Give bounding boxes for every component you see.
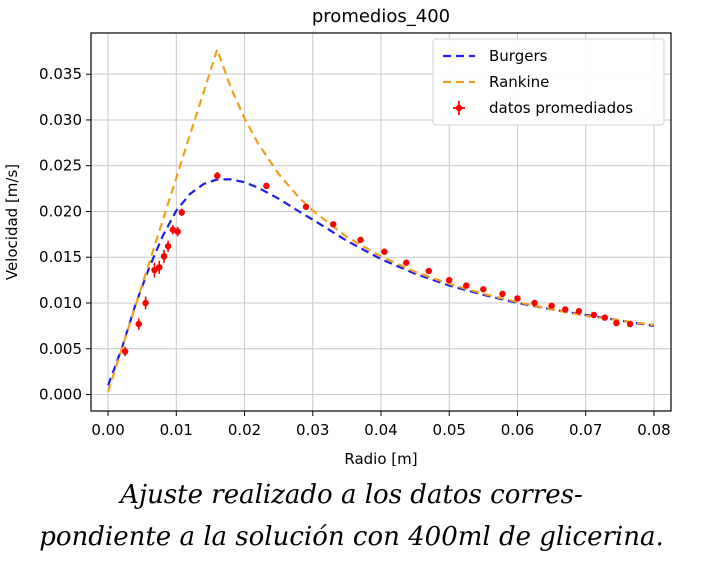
ticks: 0.00 0.01 0.02 0.03 0.04 0.05 0.06 0.07 0.08 0.00…	[39, 65, 671, 439]
marker	[302, 203, 310, 211]
data-point	[174, 226, 181, 237]
data-point	[135, 318, 142, 330]
y-tick-label: 0.010	[39, 294, 82, 312]
x-tick-label: 0.05	[433, 421, 466, 439]
x-axis-label: Radio [m]	[344, 450, 417, 468]
marker	[381, 248, 388, 255]
data-point	[463, 282, 470, 289]
data-point	[164, 240, 172, 252]
x-tick-label: 0.00	[91, 421, 124, 439]
marker	[121, 348, 129, 355]
figure-caption-line-2: pondiente a la solución con 400ml de gli…	[39, 522, 664, 552]
data-point	[151, 262, 158, 278]
marker	[214, 172, 221, 179]
legend: Burgers Rankine datos promediados	[432, 38, 665, 126]
marker	[499, 290, 506, 298]
data-point	[613, 319, 620, 327]
marker	[151, 266, 158, 274]
chart: promedios_400 0.00 0.01 0.02 0.03 0.04 0.05 0.…	[3, 6, 672, 468]
legend-item: Rankine	[443, 73, 549, 91]
legend-label: Rankine	[489, 73, 549, 91]
marker	[590, 311, 598, 319]
data-point	[357, 236, 364, 244]
y-tick-label: 0.020	[39, 202, 82, 220]
series-line-rankine	[107, 46, 655, 393]
legend-item: datos promediados	[453, 99, 633, 117]
y-axis-label: Velocidad [m/s]	[3, 164, 21, 280]
marker	[626, 320, 634, 328]
data-point	[601, 314, 609, 321]
legend-label: datos promediados	[489, 99, 633, 117]
marker	[531, 299, 538, 307]
x-tick-label: 0.03	[296, 421, 329, 439]
marker	[463, 282, 470, 289]
marker	[142, 299, 149, 307]
marker	[263, 182, 270, 190]
marker	[156, 264, 163, 271]
data-point	[214, 172, 221, 180]
data-point	[590, 311, 598, 319]
marker	[174, 228, 181, 235]
data-point	[446, 276, 453, 284]
data-point	[178, 208, 185, 217]
marker	[178, 209, 185, 216]
x-tick-label: 0.01	[160, 421, 193, 439]
marker	[160, 253, 168, 260]
data-point	[302, 203, 310, 211]
legend-box	[432, 38, 665, 126]
marker	[548, 302, 555, 309]
data-point	[499, 290, 506, 298]
marker	[164, 243, 172, 250]
data-point	[548, 302, 555, 309]
series-layer	[107, 46, 655, 393]
marker	[562, 306, 569, 313]
marker	[613, 319, 620, 327]
legend-marker	[455, 104, 463, 112]
marker	[480, 286, 487, 293]
data-point	[330, 221, 337, 228]
marker	[446, 276, 453, 284]
legend-item: Burgers	[443, 47, 548, 65]
x-tick-label: 0.04	[364, 421, 397, 439]
series-line-burgers	[107, 178, 655, 386]
y-tick-label: 0.005	[39, 340, 82, 358]
data-point	[480, 286, 487, 293]
marker	[601, 314, 609, 321]
y-tick-label: 0.025	[39, 157, 82, 175]
marker	[403, 259, 410, 266]
data-point	[514, 295, 521, 302]
data-point	[575, 308, 583, 315]
chart-title: promedios_400	[312, 6, 450, 27]
data-point	[562, 306, 569, 313]
marker	[425, 267, 432, 275]
data-point	[121, 346, 129, 357]
y-tick-label: 0.030	[39, 111, 82, 129]
data-point	[381, 248, 388, 255]
data-point	[142, 296, 149, 310]
y-tick-label: 0.035	[39, 65, 82, 83]
data-point	[626, 320, 634, 328]
marker	[330, 221, 337, 228]
data-point	[156, 260, 163, 274]
y-tick-label: 0.015	[39, 248, 82, 266]
marker	[357, 236, 364, 244]
x-tick-label: 0.07	[569, 421, 602, 439]
data-point	[425, 267, 432, 275]
y-tick-label: 0.000	[39, 386, 82, 404]
figure-caption-line-1: Ajuste realizado a los datos corres-	[120, 480, 583, 510]
marker	[575, 308, 583, 315]
marker	[514, 295, 521, 302]
marker	[135, 320, 142, 328]
data-point	[160, 249, 168, 263]
data-point	[531, 299, 538, 307]
data-point	[403, 259, 410, 266]
data-point	[263, 182, 270, 190]
legend-label: Burgers	[489, 47, 548, 65]
x-tick-label: 0.02	[228, 421, 261, 439]
x-tick-label: 0.06	[501, 421, 534, 439]
x-tick-label: 0.08	[637, 421, 670, 439]
